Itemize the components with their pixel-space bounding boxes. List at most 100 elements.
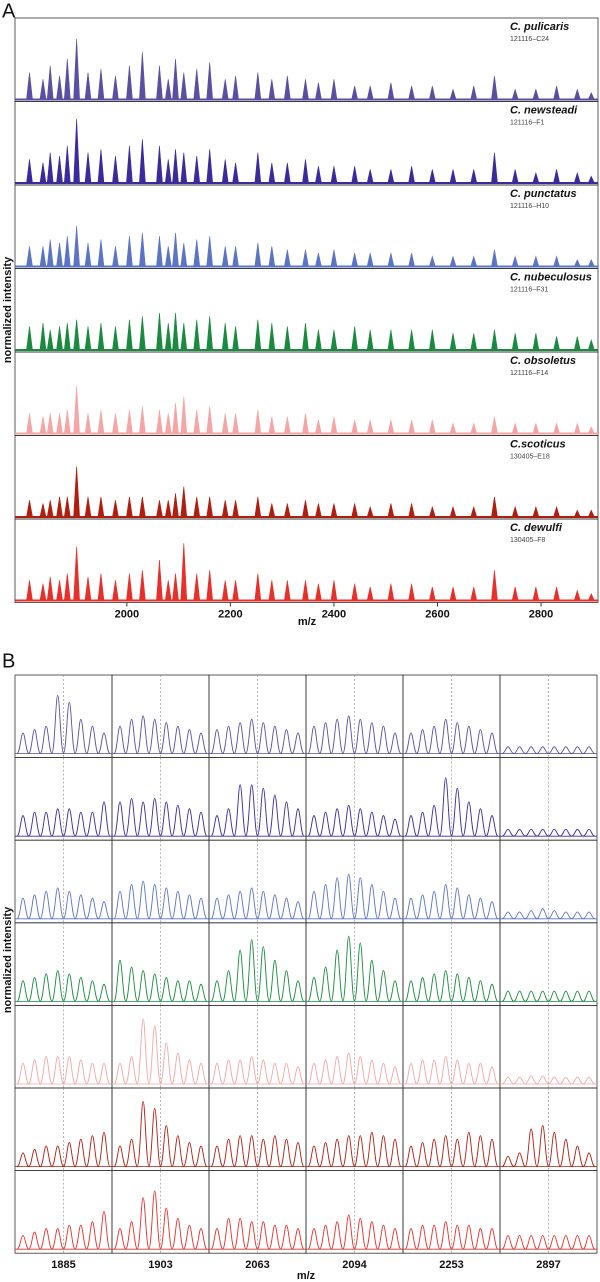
isotope-peak [291, 980, 305, 1002]
isotope-peak [233, 1217, 247, 1250]
isotope-peak [136, 1100, 150, 1168]
peak [532, 422, 540, 434]
isotope-peak [427, 1138, 441, 1168]
peak [449, 333, 457, 351]
isotope-peak [330, 877, 344, 920]
peak [553, 505, 560, 518]
peak [408, 329, 415, 351]
isotope-peak [210, 1145, 224, 1168]
isotope-peak [513, 1076, 526, 1085]
peak [84, 152, 92, 184]
peak [156, 409, 163, 434]
isotope-peak [439, 1135, 453, 1168]
peak [63, 573, 71, 601]
peak [46, 65, 54, 100]
peak [470, 255, 478, 267]
isotope-peak [473, 1062, 487, 1085]
isotope-peak [268, 1135, 282, 1168]
isotope-peak [291, 1228, 305, 1250]
isotope-peak [136, 1197, 150, 1250]
peak [139, 139, 146, 184]
isotope-peak [571, 990, 584, 1002]
isotope-peak [125, 1221, 139, 1250]
isotope-peak [450, 722, 464, 755]
species-name: C. newsteadi [510, 104, 578, 116]
isotope-peak [194, 1228, 208, 1250]
peak [206, 496, 214, 518]
peak [351, 503, 359, 518]
isotope-peak [279, 1224, 293, 1250]
peak [156, 559, 163, 601]
isotope-peak [74, 1138, 88, 1168]
isotope-peak [548, 990, 561, 1002]
peak [84, 326, 92, 351]
isotope-peak [268, 1062, 282, 1085]
peak [553, 422, 560, 434]
peak [232, 75, 239, 100]
peak [180, 72, 188, 100]
isotope-peak [416, 1224, 430, 1250]
peak [46, 576, 54, 601]
peak [26, 500, 33, 518]
x-axis-title: m/z [297, 1270, 316, 1282]
peak [387, 503, 395, 518]
peak [126, 573, 133, 601]
isotope-peak [233, 949, 247, 1002]
isotope-peak [97, 1062, 111, 1085]
peak [56, 326, 63, 351]
peak [112, 326, 119, 351]
isotope-peak [113, 801, 127, 837]
peak [268, 416, 276, 434]
isotope-peak [376, 815, 390, 837]
isotope-peak [136, 1018, 150, 1085]
y-axis-title: normalized intensity [2, 256, 14, 363]
isotope-peak [39, 973, 53, 1002]
peak [172, 232, 179, 267]
isotope-peak [62, 808, 76, 837]
peak [511, 422, 519, 434]
isotope-peak [171, 1052, 185, 1085]
isotope-peak [462, 894, 476, 920]
peak [366, 329, 374, 351]
isotope-peak [85, 811, 99, 837]
isotope-peak [450, 887, 464, 920]
isotope-peak [376, 1224, 390, 1250]
peak [56, 496, 63, 518]
isotope-peak [148, 798, 162, 837]
peak [532, 255, 540, 267]
isotope-peak [307, 815, 321, 837]
isotope-peak [125, 1138, 139, 1168]
peak [511, 255, 519, 267]
isotope-peak [182, 894, 196, 920]
peak [172, 312, 179, 351]
peak [387, 419, 395, 434]
isotope-peak [319, 811, 333, 837]
peak [39, 503, 47, 518]
isotope-peak [307, 725, 321, 755]
peak [39, 416, 47, 434]
peak [112, 155, 119, 184]
peak [193, 319, 201, 351]
isotope-peak [427, 1059, 441, 1085]
isotope-peak [582, 990, 596, 1002]
peak [511, 88, 519, 100]
isotope-peak [194, 811, 208, 837]
peak [56, 155, 63, 184]
spectrum-frame [14, 518, 599, 603]
isotope-peak [353, 1135, 367, 1168]
isotope-peak [548, 1235, 561, 1250]
peak [283, 580, 291, 601]
peak [408, 419, 415, 434]
isotope-peak [245, 1221, 259, 1250]
isotope-peak [136, 715, 150, 755]
isotope-peak [28, 976, 42, 1002]
peak [254, 496, 262, 518]
peak [84, 413, 92, 434]
isotope-peak [16, 1152, 30, 1168]
peak [470, 169, 478, 184]
peak [180, 152, 188, 184]
peak [156, 312, 163, 351]
isotope-peak [485, 983, 499, 1002]
peak [330, 249, 338, 267]
peak [63, 236, 71, 267]
